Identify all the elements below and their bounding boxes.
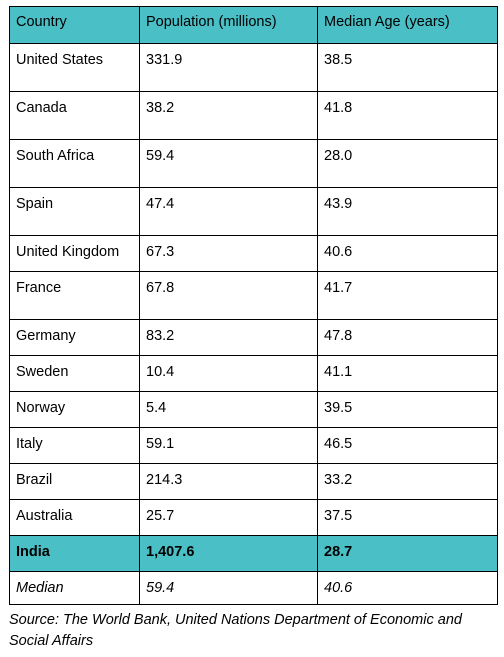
cell-median-age: 37.5	[317, 499, 498, 536]
cell-population: 59.4	[139, 139, 318, 188]
source-note: Source: The World Bank, United Nations D…	[9, 612, 462, 649]
header-population: Population (millions)	[139, 6, 318, 44]
cell-country: United Kingdom	[9, 235, 140, 272]
cell-country: Germany	[9, 319, 140, 356]
cell-population: 10.4	[139, 355, 318, 392]
cell-country: South Africa	[9, 139, 140, 188]
cell-median-age: 47.8	[317, 319, 498, 356]
table-row: Italy 59.1 46.5	[9, 427, 498, 464]
cell-country: France	[9, 271, 140, 320]
cell-country: Sweden	[9, 355, 140, 392]
cell-median-age-value: 40.6	[317, 571, 498, 605]
cell-median-age: 38.5	[317, 43, 498, 92]
cell-country: Italy	[9, 427, 140, 464]
cell-population: 83.2	[139, 319, 318, 356]
cell-population: 25.7	[139, 499, 318, 536]
cell-population: 38.2	[139, 91, 318, 140]
cell-country: Canada	[9, 91, 140, 140]
table-row: Spain 47.4 43.9	[9, 187, 498, 236]
table-row: United States 331.9 38.5	[9, 43, 498, 92]
cell-median-label: Median	[9, 571, 140, 605]
header-country: Country	[9, 6, 140, 44]
table-row: Germany 83.2 47.8	[9, 319, 498, 356]
cell-population: 331.9	[139, 43, 318, 92]
cell-median-age: 40.6	[317, 235, 498, 272]
cell-median-age: 43.9	[317, 187, 498, 236]
cell-country: India	[9, 535, 140, 572]
cell-country: United States	[9, 43, 140, 92]
cell-median-age: 41.7	[317, 271, 498, 320]
cell-median-age: 41.8	[317, 91, 498, 140]
median-row: Median 59.4 40.6	[9, 571, 498, 605]
table-row: United Kingdom 67.3 40.6	[9, 235, 498, 272]
cell-country: Brazil	[9, 463, 140, 500]
cell-median-age: 28.7	[317, 535, 498, 572]
cell-country: Australia	[9, 499, 140, 536]
table-row: Canada 38.2 41.8	[9, 91, 498, 140]
cell-country: Spain	[9, 187, 140, 236]
cell-median-age: 39.5	[317, 391, 498, 428]
table-row: Brazil 214.3 33.2	[9, 463, 498, 500]
highlight-row-india: India 1,407.6 28.7	[9, 535, 498, 572]
table-row: Sweden 10.4 41.1	[9, 355, 498, 392]
cell-median-age: 41.1	[317, 355, 498, 392]
cell-median-age: 28.0	[317, 139, 498, 188]
table-row: South Africa 59.4 28.0	[9, 139, 498, 188]
cell-population: 5.4	[139, 391, 318, 428]
table-row: France 67.8 41.7	[9, 271, 498, 320]
cell-country: Norway	[9, 391, 140, 428]
header-median-age: Median Age (years)	[317, 6, 498, 44]
table-header-row: Country Population (millions) Median Age…	[9, 6, 498, 44]
cell-population: 214.3	[139, 463, 318, 500]
cell-population: 47.4	[139, 187, 318, 236]
table-row: Australia 25.7 37.5	[9, 499, 498, 536]
country-data-table: Country Population (millions) Median Age…	[9, 6, 498, 605]
cell-population: 59.1	[139, 427, 318, 464]
cell-population: 67.8	[139, 271, 318, 320]
cell-population: 67.3	[139, 235, 318, 272]
cell-population: 1,407.6	[139, 535, 318, 572]
cell-median-age: 46.5	[317, 427, 498, 464]
cell-median-population: 59.4	[139, 571, 318, 605]
cell-median-age: 33.2	[317, 463, 498, 500]
table-row: Norway 5.4 39.5	[9, 391, 498, 428]
